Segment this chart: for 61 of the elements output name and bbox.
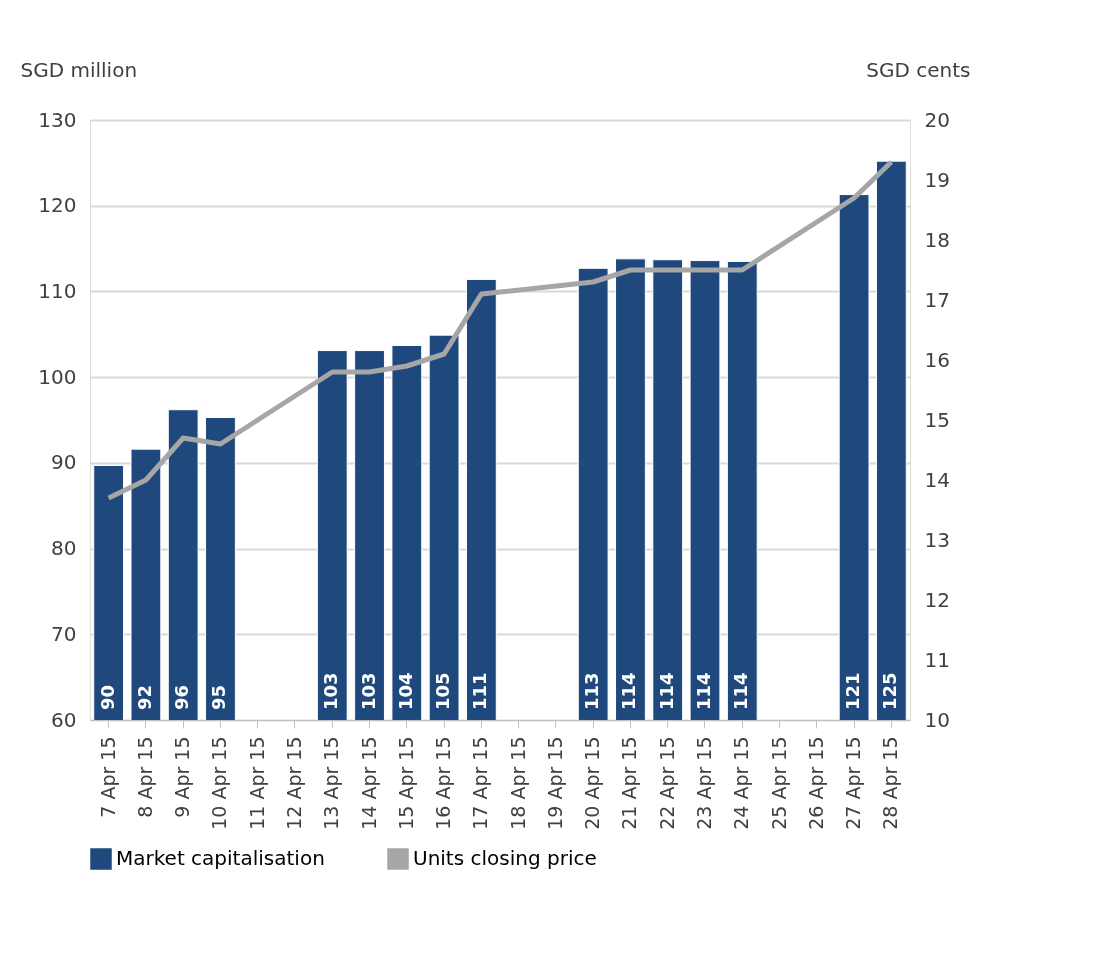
y2-tick-label: 12	[924, 587, 950, 612]
data-label: 90	[96, 684, 118, 710]
y-tick-label: 120	[38, 193, 77, 218]
x-tick-label: 12 Apr 15	[283, 736, 305, 830]
data-label: 103	[320, 672, 342, 710]
x-tick-label: 7 Apr 15	[96, 736, 119, 818]
x-tick-label: 23 Apr 15	[693, 736, 715, 830]
y2-tick-label: 16	[924, 347, 950, 372]
x-tick-label: 24 Apr 15	[730, 736, 753, 830]
data-label: 114	[655, 672, 677, 710]
data-label: 125	[879, 672, 901, 710]
x-tick-label: 11 Apr 15	[245, 736, 268, 830]
y-tick-label: 80	[51, 536, 77, 561]
data-label: 114	[693, 672, 714, 710]
x-tick-label: 27 Apr 15	[842, 736, 865, 830]
data-label: 121	[842, 672, 864, 710]
data-label: 92	[133, 684, 155, 710]
legend-label: Units closing price	[413, 846, 597, 870]
x-tick-label: 15 Apr 15	[394, 736, 417, 830]
x-tick-label: 18 Apr 15	[506, 736, 529, 830]
x-tick-label: 10 Apr 15	[208, 736, 231, 830]
y2-tick-label: 19	[924, 167, 950, 192]
data-label: 114	[730, 672, 752, 710]
x-tick-label: 26 Apr 15	[804, 736, 827, 830]
y2-axis-title: SGD cents	[866, 57, 971, 82]
y2-tick-label: 18	[924, 227, 950, 252]
y2-tick-label: 11	[924, 647, 950, 672]
y2-tick-label: 20	[924, 107, 950, 132]
x-tick-label: 28 Apr 15	[879, 736, 902, 830]
data-label: 114	[618, 672, 640, 710]
x-tick-label: 14 Apr 15	[357, 736, 380, 830]
x-tick-label: 17 Apr 15	[469, 736, 492, 830]
data-label: 96	[171, 684, 193, 710]
x-tick-label: 9 Apr 15	[171, 736, 194, 818]
y-tick-label: 130	[38, 107, 77, 132]
x-tick-label: 22 Apr 15	[655, 736, 678, 830]
x-tick-label: 13 Apr 15	[320, 736, 343, 830]
y2-tick-label: 14	[924, 467, 950, 492]
data-label: 113	[581, 672, 603, 710]
data-label: 95	[208, 684, 230, 710]
y-axis-title: SGD million	[20, 57, 138, 82]
y-tick-label: 90	[51, 450, 77, 475]
y-tick-label: 100	[38, 364, 77, 389]
y-tick-label: 70	[51, 621, 77, 646]
x-tick-label: 19 Apr 15	[543, 736, 566, 830]
x-tick-label: 21 Apr 15	[618, 736, 641, 830]
data-label: 104	[394, 672, 416, 710]
x-tick-label: 8 Apr 15	[133, 736, 156, 818]
legend-label: Market capitalisation	[116, 846, 325, 870]
y2-tick-label: 13	[924, 527, 950, 552]
x-tick-label: 16 Apr 15	[432, 736, 455, 830]
data-label: 103	[357, 672, 379, 710]
data-label: 111	[469, 672, 491, 710]
y-tick-label: 60	[51, 707, 77, 732]
x-tick-label: 20 Apr 15	[581, 736, 604, 830]
y2-tick-label: 17	[924, 287, 950, 312]
y-tick-label: 110	[38, 278, 77, 303]
data-label: 105	[432, 672, 454, 710]
y2-tick-label: 10	[924, 707, 950, 732]
x-tick-label: 25 Apr 15	[767, 736, 790, 830]
y2-tick-label: 15	[924, 407, 950, 432]
